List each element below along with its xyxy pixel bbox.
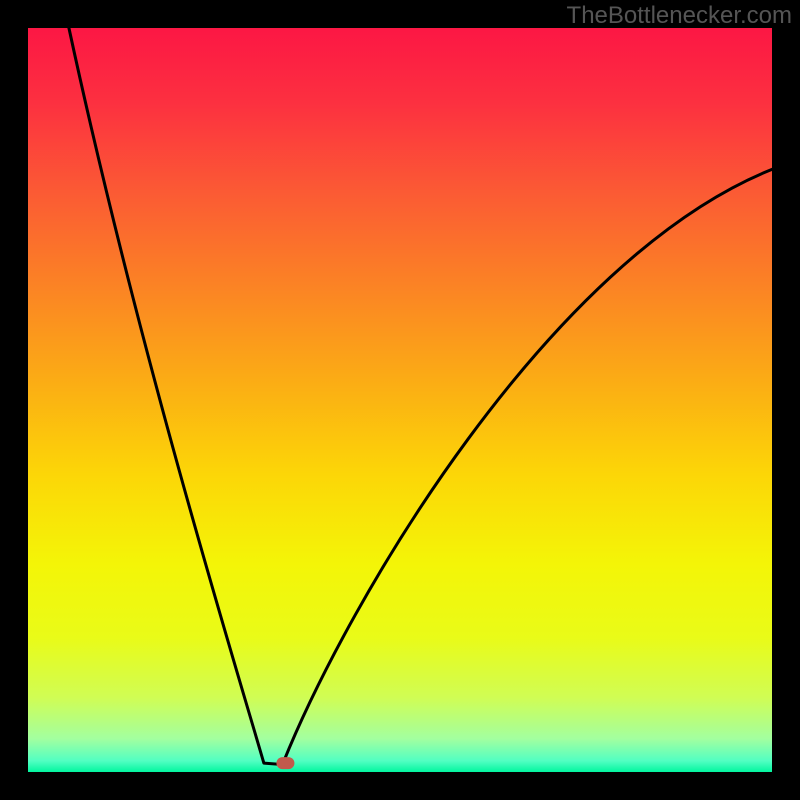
min-marker	[276, 757, 294, 769]
plot-svg	[0, 0, 800, 800]
plot-background	[28, 28, 772, 772]
attribution-label: TheBottlenecker.com	[567, 2, 792, 30]
stage: TheBottlenecker.com	[0, 0, 800, 800]
